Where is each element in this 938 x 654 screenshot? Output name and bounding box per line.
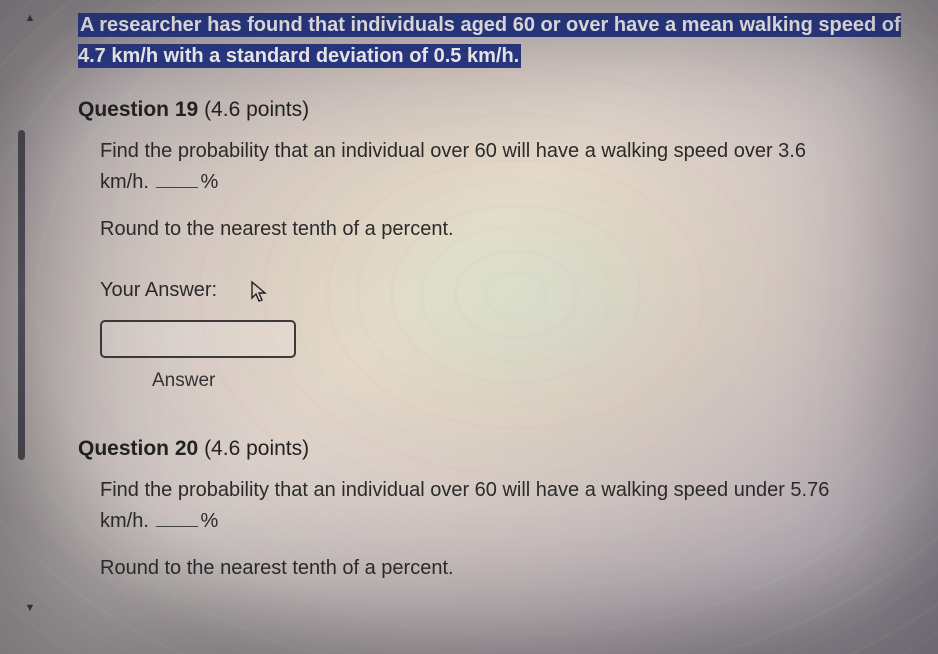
q19-blank	[156, 171, 198, 188]
question-label: Question	[78, 98, 169, 121]
question-points: (4.6 points)	[204, 437, 309, 460]
question-20-header: Question 20 (4.6 points)	[78, 437, 910, 461]
q20-blank	[156, 510, 198, 527]
your-answer-label: Your Answer:	[100, 275, 910, 306]
q19-prompt-prefix: km/h.	[100, 171, 149, 193]
highlighted-context-text: A researcher has found that individuals …	[78, 13, 901, 68]
answer-caption: Answer	[152, 366, 910, 395]
question-number: 20	[175, 437, 198, 460]
question-19-header: Question 19 (4.6 points)	[78, 98, 910, 122]
question-points: (4.6 points)	[204, 98, 309, 121]
q20-prompt-suffix: %	[200, 510, 218, 532]
context-block: A researcher has found that individuals …	[78, 10, 910, 72]
q20-prompt-line1: Find the probability that an individual …	[100, 479, 829, 501]
q20-prompt-prefix: km/h.	[100, 510, 149, 532]
question-number: 19	[175, 98, 198, 121]
question-label: Question	[78, 437, 169, 460]
question-19-body: Find the probability that an individual …	[78, 136, 910, 395]
q19-prompt-suffix: %	[200, 171, 218, 193]
question-20: Question 20 (4.6 points) Find the probab…	[78, 437, 910, 584]
q19-round-instruction: Round to the nearest tenth of a percent.	[100, 214, 910, 245]
question-20-body: Find the probability that an individual …	[78, 475, 910, 584]
q19-prompt-line1: Find the probability that an individual …	[100, 140, 806, 162]
question-19: Question 19 (4.6 points) Find the probab…	[78, 98, 910, 395]
q20-round-instruction: Round to the nearest tenth of a percent.	[100, 553, 910, 584]
quiz-content: A researcher has found that individuals …	[0, 0, 938, 620]
q19-answer-input[interactable]	[100, 320, 296, 358]
